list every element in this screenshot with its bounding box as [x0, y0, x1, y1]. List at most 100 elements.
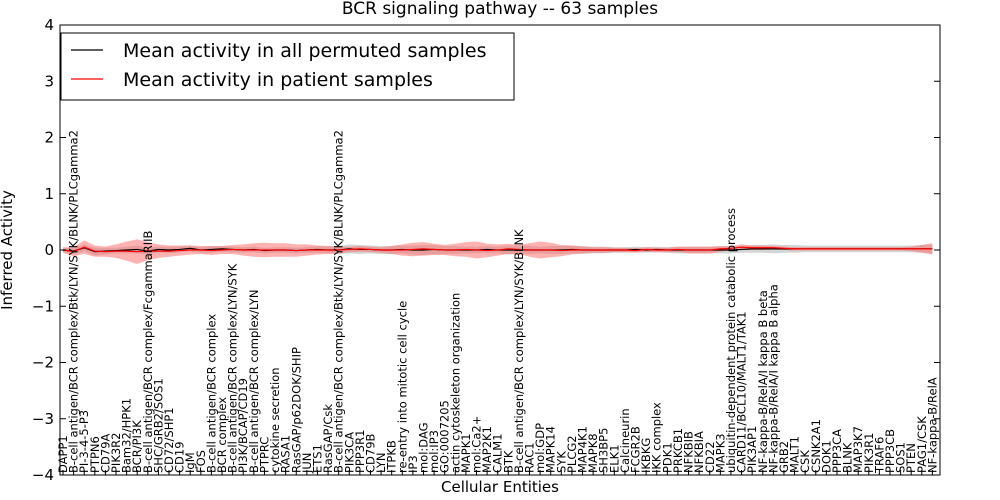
x-tick-label: mol:IP3: [427, 430, 441, 473]
x-tick-label: B-cell antigen/BCR complex/Btk/LYN/SYK/B…: [332, 130, 346, 473]
x-tick-label: ITPKB: [385, 440, 399, 473]
x-tick-label: PIK3R1: [862, 433, 876, 474]
x-axis-label: Cellular Entities: [441, 478, 559, 496]
x-tick-label: PPP3CB: [883, 429, 897, 473]
x-tick-label: B-cell antigen/BCR complex/LYN/SYK: [226, 263, 240, 473]
x-tick-label: DAPP1: [56, 435, 70, 473]
x-tick-label: PTPRC: [257, 437, 271, 473]
patient-band: [63, 239, 933, 265]
x-tick-label: B-cell antigen/BCR complex/Btk/LYN/SYK/B…: [67, 130, 81, 473]
x-tick-label: CD22: [703, 441, 717, 473]
x-tick-label: PIK3AP1: [745, 426, 759, 473]
x-tick-label: PIK3CA: [342, 432, 356, 473]
x-tick-label: PLCG2: [565, 435, 579, 473]
x-tick-label: MAPK14: [544, 426, 558, 473]
y-tick-label: −4: [32, 466, 54, 484]
x-tick-label: CSNK2A1: [809, 419, 823, 473]
x-tick-label: MAPK3: [713, 433, 727, 473]
patient-mean-line: [62, 246, 933, 253]
y-tick-label: −2: [32, 354, 54, 372]
x-tick-label: actin cytoskeleton organization: [448, 293, 462, 473]
x-tick-label: CALM1: [491, 433, 505, 473]
x-tick-label: ELK1: [607, 444, 621, 473]
x-tick-label: IP3: [406, 455, 420, 473]
x-tick-label: NFKBIA: [692, 431, 706, 473]
x-tick-label: MAP2K1: [480, 426, 494, 473]
x-tick-label: DOK1: [819, 440, 833, 473]
x-tick-label: BTK: [501, 450, 515, 473]
x-tick-label: RasGAP/p62DOK/SHIP: [289, 347, 303, 473]
x-tick-label: BCR/PI3K: [130, 420, 144, 473]
x-tick-label: SHC/GRB2/SOS1: [151, 378, 165, 473]
x-tick-label: IKBKG: [639, 438, 653, 473]
x-tick-label: MAPK8: [586, 433, 600, 473]
x-tick-label: B-cell antigen/BCR complex: [204, 314, 218, 473]
x-tick-label: CD72/SHP1: [162, 407, 176, 473]
y-axis-label: Inferred Activity: [0, 190, 16, 310]
x-tick-label: LYN: [374, 452, 388, 473]
x-tick-label: Calcineurin: [618, 408, 632, 473]
x-tick-label: mol:GDP: [533, 423, 547, 473]
x-tick-label: NF-kappa-B/RelA: [925, 377, 939, 473]
y-tick-label: 2: [44, 129, 54, 147]
x-tick-label: BLNK: [841, 442, 855, 473]
x-tick-label: NF-kappa-B/RelA/I kappa B alpha: [766, 284, 780, 473]
x-tick-label: PI3K/BCAP/CD19: [236, 378, 250, 473]
legend-label-permuted: Mean activity in all permuted samples: [123, 40, 486, 62]
x-tick-label: B-cell antigen/BCR complex/FcgammaRIIB: [141, 230, 155, 473]
x-tick-label: mol:DAG: [416, 422, 430, 473]
x-tick-label: TRAF6: [872, 437, 886, 474]
x-tick-label: MALT1: [788, 436, 802, 473]
legend-label-patient: Mean activity in patient samples: [123, 69, 433, 91]
x-tick-label: PTEN: [904, 443, 918, 473]
x-tick-label: RASA1: [279, 435, 293, 473]
legend-box: [60, 32, 515, 101]
x-tick-label: MAPK1: [459, 433, 473, 473]
x-tick-label: MAP3K7: [851, 426, 865, 473]
x-tick-label: NFKBIB: [682, 431, 696, 473]
x-tick-label: PPP3CA: [830, 429, 844, 473]
x-tick-label: FCGR2B: [629, 426, 643, 473]
x-tick-label: IgM: [183, 452, 197, 473]
x-tick-label: RAC1: [523, 442, 537, 473]
x-tick-label: PIK3R2: [109, 433, 123, 474]
x-tick-label: CARD11/BCL10/MALT1/TAK1: [735, 311, 749, 473]
x-tick-label: GO:0007205: [438, 400, 452, 473]
x-tick-label: SYK: [554, 451, 568, 473]
x-tick-label: FOS: [194, 450, 208, 473]
x-tick-label: PRKCB1: [671, 428, 685, 473]
x-tick-label: NF-kappa-B/RelA/I kappa B beta: [756, 290, 770, 473]
y-tick-label: 3: [44, 72, 54, 90]
y-tick-label: −3: [32, 410, 54, 428]
x-tick-label: mol:Ca2+: [469, 416, 483, 473]
y-tick-label: 0: [44, 241, 54, 259]
x-tick-label: re-entry into mitotic cell cycle: [395, 301, 409, 473]
x-tick-label: MAP4K1: [576, 426, 590, 473]
y-tick-label: −1: [32, 297, 54, 315]
x-tick-label: B-cell antigen/BCR complex/LYN/SYK/BLNK: [512, 229, 526, 473]
chart-title: BCR signaling pathway -- 63 samples: [342, 0, 658, 19]
y-tick-label: 1: [44, 185, 54, 203]
x-tick-label: ubiquitin-dependent protein catabolic pr…: [724, 208, 738, 473]
x-tick-label: RasGAP/Csk: [321, 404, 335, 473]
x-tick-label: CSK: [798, 450, 812, 473]
x-tick-label: ETS1: [310, 444, 324, 473]
x-tick-label: GRB2: [777, 441, 791, 473]
x-tick-label: SOS1: [894, 442, 908, 473]
x-tick-label: PTPN6: [88, 436, 102, 473]
x-tick-label: CD79A: [98, 433, 112, 473]
x-tick-label: PAG1/CSK: [915, 416, 929, 473]
x-tick-label: PDK1: [660, 442, 674, 473]
x-tick-label: IKK complex: [650, 402, 664, 473]
x-tick-label: Bam32/HPK1: [120, 398, 134, 473]
x-tick-label: CD19: [173, 441, 187, 473]
x-tick-label: PI-3-4-5-P3: [77, 410, 91, 473]
x-tick-label: B-cell antigen/BCR complex/LYN: [247, 289, 261, 473]
x-tick-label: cytokine secretion: [268, 367, 282, 473]
x-tick-label: PPP3R1: [353, 430, 367, 473]
x-tick-label: SH3BP5: [597, 428, 611, 473]
series-lines: [62, 246, 933, 253]
y-tick-label: 4: [44, 16, 54, 34]
